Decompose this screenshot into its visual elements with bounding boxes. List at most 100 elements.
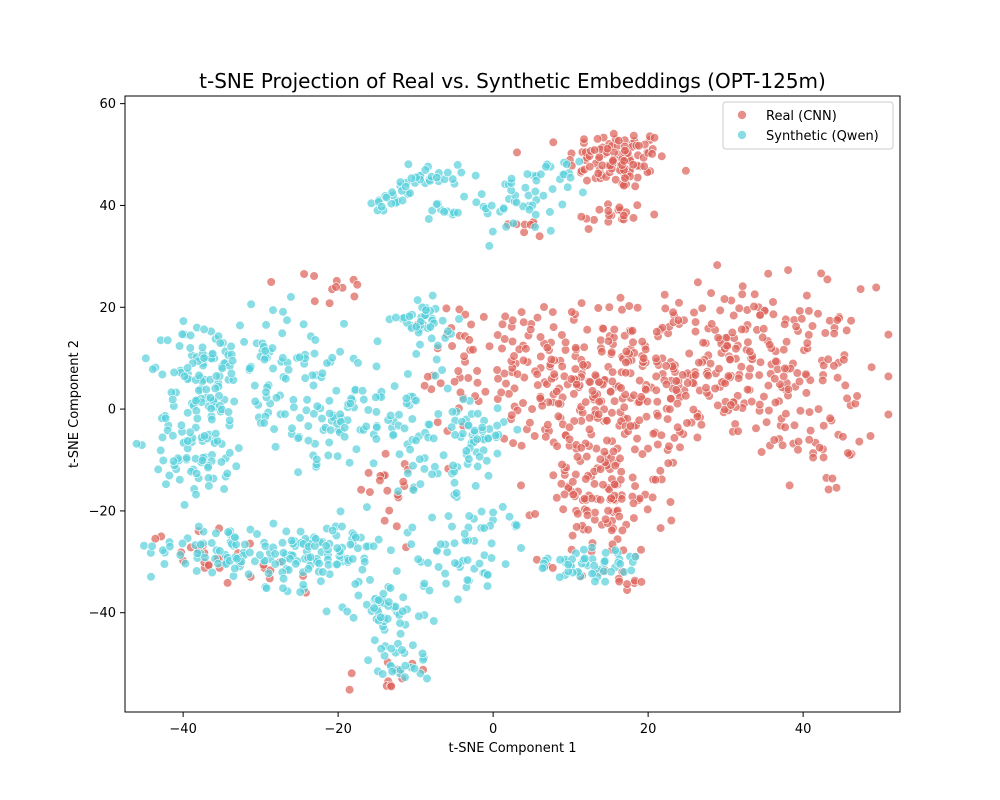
data-point (428, 291, 438, 301)
data-point (537, 563, 548, 573)
data-point (301, 405, 312, 415)
data-point (784, 480, 795, 491)
data-point (603, 206, 613, 216)
data-point (462, 575, 473, 585)
data-point (295, 352, 305, 362)
data-point (768, 297, 778, 307)
data-point (585, 162, 595, 172)
data-point (492, 449, 503, 459)
data-point (818, 452, 829, 463)
data-point (597, 160, 607, 170)
data-point (177, 329, 187, 339)
data-point (348, 554, 358, 564)
data-point (781, 409, 791, 419)
data-point (463, 555, 473, 565)
data-point (153, 464, 163, 475)
data-point (526, 325, 536, 335)
data-point (287, 535, 297, 546)
data-point (309, 409, 319, 419)
data-point (345, 685, 355, 695)
data-point (508, 438, 518, 448)
data-point (516, 543, 526, 553)
data-point (626, 565, 636, 576)
data-point (325, 298, 335, 308)
data-point (191, 406, 201, 416)
data-point (191, 490, 201, 500)
data-point (323, 450, 333, 461)
legend-label-real: Real (CNN) (766, 109, 837, 124)
data-point (609, 129, 619, 139)
data-point (280, 409, 290, 419)
data-point (487, 538, 497, 549)
data-point (666, 394, 676, 404)
data-point (620, 389, 630, 400)
data-point (466, 319, 476, 330)
data-point (388, 430, 398, 440)
data-point (560, 337, 571, 348)
data-point (585, 377, 595, 387)
data-point (159, 559, 169, 569)
data-point (250, 381, 260, 391)
data-point (509, 383, 520, 394)
data-point (433, 341, 443, 351)
data-point (590, 370, 601, 380)
data-point (690, 327, 701, 337)
data-point (308, 380, 319, 391)
data-point (854, 437, 864, 447)
data-point (547, 184, 558, 194)
data-point (587, 542, 597, 553)
data-point (512, 425, 522, 435)
data-point (401, 182, 411, 192)
data-point (437, 365, 447, 375)
data-point (599, 566, 609, 576)
data-point (183, 408, 193, 418)
data-point (361, 421, 371, 432)
data-point (597, 347, 607, 357)
data-point (548, 307, 558, 317)
data-point (579, 134, 589, 144)
data-point (430, 371, 440, 381)
data-point (371, 392, 381, 402)
data-point (387, 666, 397, 677)
data-point (299, 269, 309, 279)
data-point (537, 401, 547, 411)
data-point (548, 470, 558, 480)
data-point (681, 391, 691, 401)
data-point (606, 493, 616, 503)
data-point (534, 231, 545, 241)
data-point (524, 205, 535, 215)
data-point (331, 282, 341, 292)
data-point (458, 394, 468, 404)
data-point (424, 585, 435, 596)
data-point (473, 409, 483, 419)
data-point (823, 484, 834, 495)
data-point (656, 430, 667, 440)
data-point (530, 186, 540, 197)
data-point (630, 552, 641, 562)
data-point (795, 306, 805, 316)
data-point (636, 392, 646, 402)
data-point (375, 475, 385, 486)
data-point (310, 335, 320, 345)
data-point (408, 485, 419, 495)
data-point (516, 307, 527, 317)
data-point (228, 356, 238, 366)
data-point (589, 479, 600, 489)
data-point (779, 345, 789, 355)
data-point (771, 356, 781, 367)
y-tick-label: 20 (99, 301, 116, 316)
data-point (602, 416, 612, 426)
data-point (369, 458, 379, 468)
data-point (419, 464, 430, 474)
data-point (614, 136, 624, 146)
data-point (347, 668, 357, 678)
data-point (176, 420, 186, 430)
data-point (194, 521, 204, 532)
data-point (617, 305, 627, 315)
data-point (792, 368, 802, 378)
data-point (655, 466, 665, 476)
data-point (842, 325, 852, 336)
data-point (521, 344, 531, 354)
data-point (507, 336, 518, 347)
data-point (651, 353, 661, 364)
